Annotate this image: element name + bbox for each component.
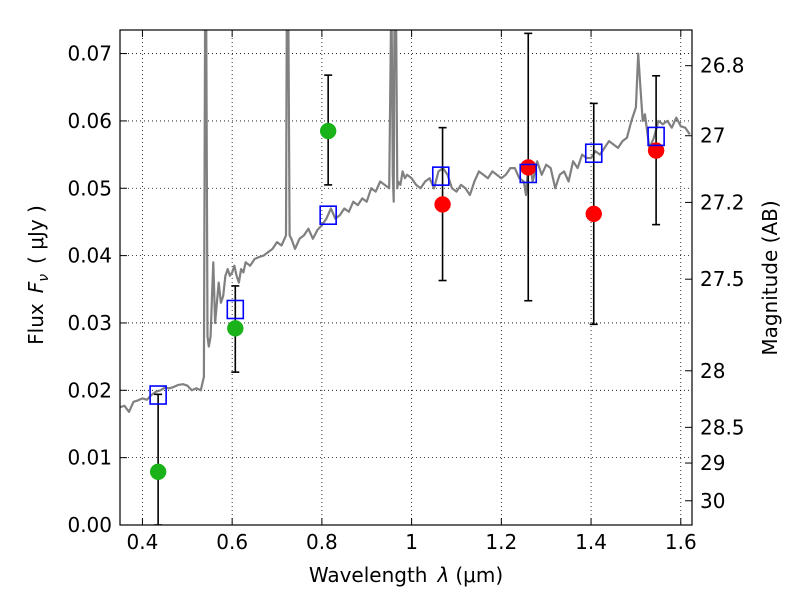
y-tick-label: 0.02 bbox=[67, 378, 112, 402]
y2-tick-label: 27 bbox=[700, 124, 725, 148]
y2-axis-label: Magnitude (AB) bbox=[758, 200, 782, 355]
y2-axis-ticks: 26.8 27 27.2 27.5 28 28.5 29 30 bbox=[685, 54, 745, 513]
model-flux-square bbox=[431, 166, 450, 186]
x-axis-label-symbol: λ bbox=[437, 563, 450, 587]
x-tick-label: 0.6 bbox=[216, 530, 248, 554]
model-spectrum-line bbox=[120, 30, 691, 413]
y-axis-label-subscript: ν bbox=[36, 274, 52, 282]
y-tick-label: 0.06 bbox=[67, 109, 112, 133]
y2-tick-label: 30 bbox=[700, 489, 725, 513]
x-axis-label-unit: (μm) bbox=[455, 563, 503, 587]
x-tick-label: 1.4 bbox=[575, 530, 607, 554]
y-axis-label-symbol: F bbox=[24, 281, 48, 293]
y-axis-label-unit: ( μJy ) bbox=[24, 205, 48, 264]
model-spectrum-layer bbox=[120, 30, 691, 413]
data-point bbox=[149, 463, 167, 481]
data-point bbox=[520, 159, 537, 176]
y-axis-label: Flux Fν ( μJy ) bbox=[24, 205, 52, 345]
data-markers bbox=[149, 122, 665, 481]
model-flux-square bbox=[519, 163, 538, 184]
y2-tick-label: 27.5 bbox=[700, 267, 745, 291]
x-axis-ticks: 0.4 0.6 0.8 1 1.2 1.4 1.6 bbox=[127, 30, 697, 554]
model-flux-square bbox=[226, 299, 245, 320]
model-flux-square bbox=[584, 143, 603, 164]
x-tick-label: 0.4 bbox=[127, 530, 159, 554]
y-tick-label: 0.04 bbox=[67, 244, 112, 268]
y-axis-label-main: Flux bbox=[24, 303, 48, 345]
x-axis-label-main: Wavelength bbox=[309, 563, 428, 587]
y2-tick-label: 28.5 bbox=[700, 415, 745, 439]
y-tick-label: 0.07 bbox=[67, 42, 112, 66]
model-flux-square bbox=[647, 126, 665, 147]
y2-tick-label: 27.2 bbox=[700, 190, 745, 214]
y2-tick-label: 28 bbox=[700, 359, 725, 383]
y-axis-ticks: 0.00 0.01 0.02 0.03 0.04 0.05 0.06 0.07 bbox=[67, 42, 127, 537]
data-point bbox=[319, 122, 337, 140]
model-flux-square bbox=[319, 205, 337, 226]
x-axis-label: Wavelength λ (μm) bbox=[309, 563, 503, 587]
data-point bbox=[647, 142, 665, 159]
plot-frame bbox=[119, 29, 693, 526]
data-point bbox=[585, 205, 603, 223]
y2-tick-label: 29 bbox=[700, 451, 725, 475]
y-tick-label: 0.03 bbox=[67, 311, 112, 335]
y-tick-label: 0.01 bbox=[67, 446, 112, 470]
y2-tick-label: 26.8 bbox=[700, 54, 745, 78]
x-tick-label: 1 bbox=[405, 530, 418, 554]
x-tick-label: 1.2 bbox=[485, 530, 517, 554]
y-tick-label: 0.00 bbox=[67, 513, 112, 537]
y-tick-label: 0.05 bbox=[67, 176, 112, 200]
data-point bbox=[227, 320, 244, 337]
data-point bbox=[434, 196, 451, 213]
model-flux-square bbox=[149, 385, 167, 405]
x-tick-label: 1.6 bbox=[665, 530, 697, 554]
x-tick-label: 0.8 bbox=[306, 530, 338, 554]
